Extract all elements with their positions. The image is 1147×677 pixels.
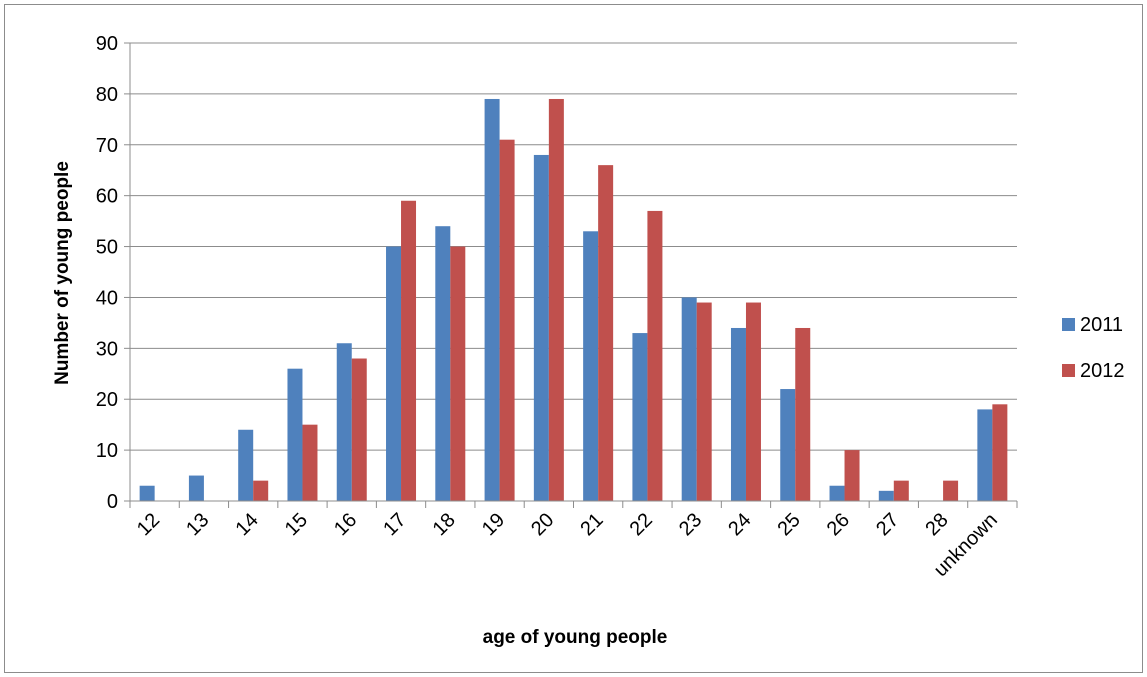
bar-2011-13 — [188, 475, 204, 501]
bar-2012-23 — [696, 302, 712, 501]
bar-2012-21 — [598, 165, 614, 501]
legend-label-2011: 2011 — [1080, 314, 1123, 336]
y-tick-label: 80 — [96, 84, 118, 106]
x-tick-label: 18 — [429, 509, 460, 540]
x-tick-label: 22 — [626, 509, 657, 540]
y-tick-label: 40 — [96, 287, 118, 309]
bar-2011-24 — [730, 327, 746, 501]
bar-2011-16 — [336, 343, 352, 501]
x-tick-label: 17 — [379, 509, 410, 540]
x-tick-label: 13 — [182, 509, 213, 540]
bar-2012-18 — [450, 246, 466, 501]
y-tick-labels: 0 10 20 30 40 50 60 70 80 90 — [96, 33, 118, 513]
x-axis-title: age of young people — [483, 627, 668, 648]
legend-label-2012: 2012 — [1080, 360, 1125, 382]
bar-2011-19 — [484, 98, 500, 501]
x-tick-label: 26 — [823, 509, 854, 540]
chart-frame — [4, 4, 1143, 673]
bar-2011-27 — [878, 490, 894, 501]
x-tick-label: 16 — [330, 509, 361, 540]
bar-2011-26 — [829, 485, 845, 501]
bar-2012-15 — [302, 424, 318, 501]
bar-2012-22 — [647, 210, 663, 501]
axes — [124, 42, 1018, 508]
bar-2011-15 — [287, 368, 303, 501]
bar-2011-23 — [681, 297, 697, 501]
y-axis-title: Number of young people — [52, 161, 73, 385]
x-tick-label: 12 — [133, 509, 164, 540]
x-tick-label: 15 — [281, 509, 312, 540]
y-tick-label: 0 — [107, 491, 118, 513]
bar-2012-14 — [253, 480, 269, 501]
bar-2011-20 — [533, 154, 549, 501]
y-tick-label: 10 — [96, 440, 118, 462]
bars — [139, 98, 1008, 502]
bar-2012-28 — [943, 480, 959, 501]
legend-swatch-2011 — [1062, 318, 1075, 331]
bar-2012-19 — [499, 139, 515, 501]
y-tick-label: 90 — [96, 33, 118, 55]
bar-2011-18 — [435, 226, 451, 501]
x-tick-label: 19 — [478, 509, 509, 540]
bar-2012-24 — [745, 302, 761, 501]
bar-2012-16 — [351, 358, 367, 501]
x-tick-label: 28 — [921, 509, 952, 540]
legend-swatch-2012 — [1062, 364, 1075, 377]
gridlines — [130, 42, 1017, 451]
legend: 2011 2012 — [1062, 314, 1125, 382]
bar-2012-26 — [844, 450, 860, 501]
x-tick-label: 14 — [231, 509, 262, 540]
x-tick-label: 20 — [527, 509, 558, 540]
x-tick-label: 23 — [675, 509, 706, 540]
bar-2011-17 — [386, 246, 402, 501]
bar-2011-21 — [583, 231, 599, 502]
y-tick-label: 70 — [96, 135, 118, 157]
bar-2012-unknown — [992, 404, 1008, 501]
bar-2012-17 — [401, 200, 417, 501]
y-tick-label: 30 — [96, 338, 118, 360]
bar-2012-27 — [893, 480, 909, 501]
y-tick-label: 50 — [96, 237, 118, 259]
bar-2011-12 — [139, 485, 155, 501]
bar-2011-25 — [780, 389, 796, 501]
y-tick-label: 20 — [96, 389, 118, 411]
bar-2012-25 — [795, 327, 811, 501]
x-tick-label: 25 — [773, 509, 804, 540]
bar-2011-14 — [238, 429, 254, 501]
x-tick-labels: 12 13 14 15 16 17 18 19 20 21 22 23 24 25 26 27 28unknow… — [133, 509, 1002, 581]
bar-2011-unknown — [977, 409, 993, 501]
x-tick-label: 27 — [872, 509, 903, 540]
bar-2012-20 — [548, 98, 564, 501]
y-tick-label: 60 — [96, 186, 118, 208]
x-tick-label: 24 — [724, 509, 755, 540]
x-tick-label: 21 — [576, 509, 607, 540]
bar-2011-22 — [632, 333, 648, 501]
